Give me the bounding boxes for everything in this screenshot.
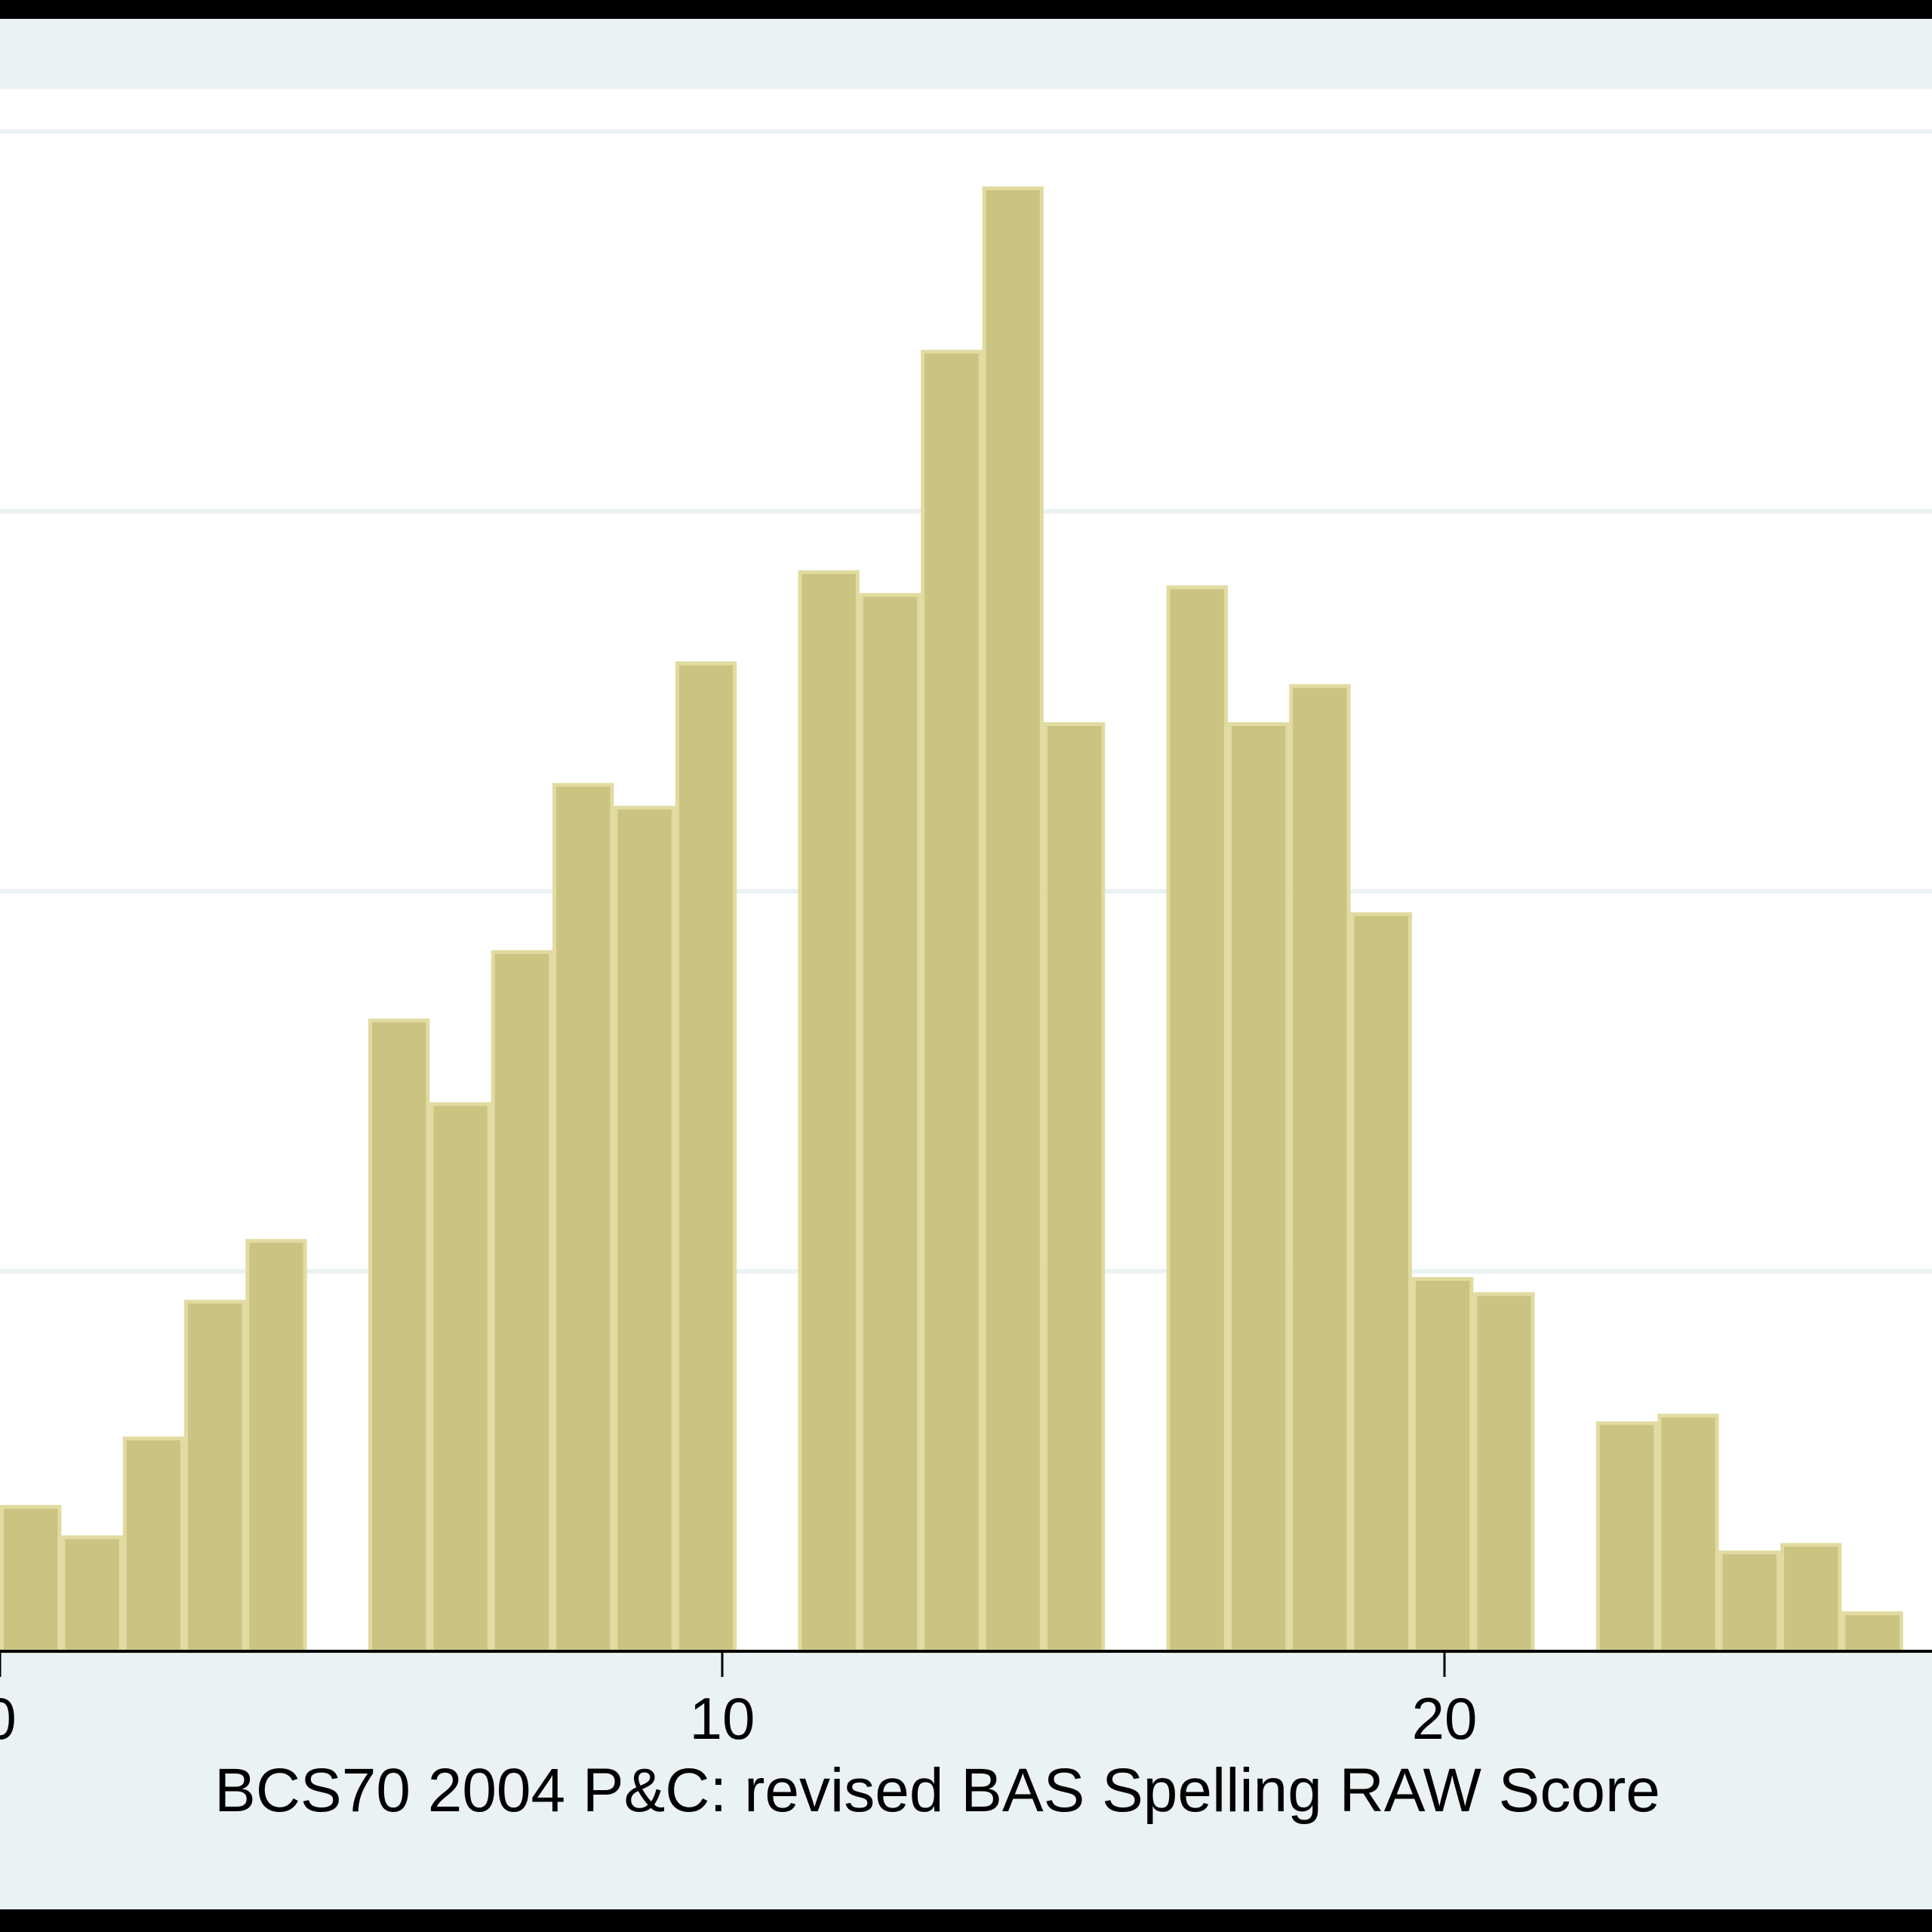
x-tick-label: 10 bbox=[690, 1685, 755, 1752]
histogram-bar bbox=[1718, 1550, 1781, 1654]
bottom-frame-band bbox=[0, 1911, 1932, 1932]
histogram-bar bbox=[1043, 721, 1106, 1654]
histogram-bar bbox=[1289, 684, 1351, 1654]
histogram-bar bbox=[1166, 585, 1228, 1654]
histogram-bar bbox=[982, 186, 1044, 1654]
histogram-bar bbox=[1657, 1414, 1719, 1654]
histogram-bar bbox=[1841, 1611, 1903, 1654]
x-tick-label: 0 bbox=[0, 1685, 17, 1752]
histogram-bar bbox=[1780, 1543, 1842, 1654]
histogram-bar bbox=[614, 805, 675, 1654]
histogram-bar bbox=[1595, 1421, 1658, 1654]
histogram-bar bbox=[921, 349, 983, 1654]
histogram-bar bbox=[1227, 721, 1290, 1654]
histogram-bar bbox=[798, 570, 860, 1654]
x-axis-ticks: 0 10 20 bbox=[0, 1651, 1477, 1752]
top-frame-band bbox=[0, 0, 1932, 19]
x-axis-title: BCS70 2004 P&C: revised BAS Spelling RAW… bbox=[214, 1756, 1660, 1825]
histogram-bar bbox=[1473, 1292, 1535, 1654]
histogram-bar bbox=[184, 1300, 246, 1654]
histogram-bar bbox=[429, 1102, 491, 1654]
histogram-bar bbox=[1411, 1277, 1474, 1654]
bars bbox=[0, 186, 1903, 1654]
histogram-bar bbox=[122, 1436, 185, 1654]
histogram-bar bbox=[491, 950, 553, 1654]
histogram-bar bbox=[859, 592, 921, 1654]
histogram-bar bbox=[245, 1238, 307, 1654]
histogram-bar bbox=[0, 1505, 62, 1654]
histogram-bar bbox=[368, 1018, 430, 1654]
histogram-bar bbox=[1350, 912, 1412, 1654]
x-tick-label: 20 bbox=[1412, 1685, 1478, 1752]
histogram-bar bbox=[675, 661, 737, 1654]
histogram-bar bbox=[552, 783, 614, 1654]
histogram-bar bbox=[61, 1535, 123, 1654]
